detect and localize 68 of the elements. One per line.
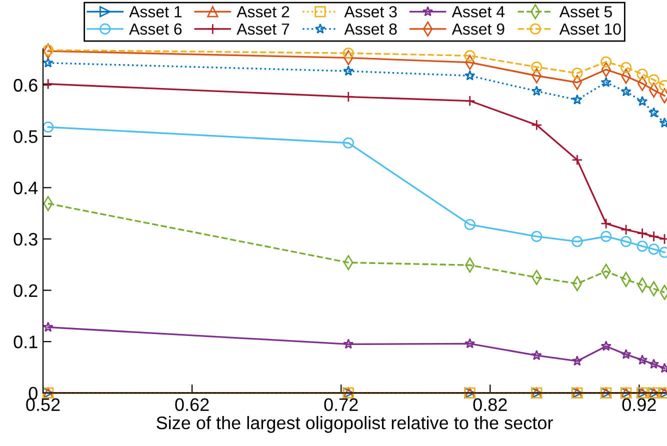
x-tick-label: 0.62 bbox=[175, 398, 209, 412]
point bbox=[531, 119, 542, 131]
point bbox=[636, 68, 648, 80]
point bbox=[464, 338, 476, 348]
legend-label: Asset 8 bbox=[344, 23, 397, 35]
point bbox=[42, 322, 54, 332]
point bbox=[648, 230, 660, 242]
point bbox=[572, 94, 582, 104]
point bbox=[343, 338, 354, 349]
y-tick-label: 0.2 bbox=[14, 284, 38, 297]
legend-label: Asset 10 bbox=[559, 23, 621, 35]
point bbox=[648, 244, 660, 255]
point bbox=[636, 228, 648, 239]
point bbox=[572, 154, 583, 166]
point bbox=[464, 95, 476, 106]
legend-label: Asset 5 bbox=[559, 6, 612, 18]
y-tick-label: 0.5 bbox=[14, 130, 38, 144]
x-tick-label: 0.72 bbox=[324, 398, 358, 412]
x-tick-label: 0.92 bbox=[622, 398, 656, 412]
point bbox=[531, 86, 542, 96]
x-axis-title: Size of the largest oligopolist relative to the sector bbox=[156, 416, 553, 433]
legend-label: Asset 3 bbox=[344, 6, 397, 18]
point bbox=[342, 48, 354, 59]
point bbox=[620, 224, 632, 236]
point bbox=[42, 78, 54, 90]
point bbox=[531, 230, 542, 242]
point bbox=[343, 66, 354, 76]
point bbox=[648, 107, 660, 118]
legend-label: Asset 2 bbox=[236, 6, 290, 18]
point bbox=[636, 354, 648, 365]
point bbox=[648, 358, 660, 369]
point bbox=[600, 230, 612, 242]
x-tick-label: 0.82 bbox=[473, 398, 507, 412]
point bbox=[620, 348, 632, 360]
legend-label: Asset 4 bbox=[452, 6, 505, 18]
point bbox=[572, 356, 582, 366]
point bbox=[600, 218, 612, 230]
point bbox=[600, 340, 612, 351]
point bbox=[572, 68, 583, 79]
point bbox=[600, 76, 612, 88]
y-tick-label: 0 bbox=[28, 386, 38, 400]
legend-label: Asset 6 bbox=[129, 23, 182, 35]
point bbox=[620, 62, 632, 74]
legend-label: Asset 9 bbox=[452, 23, 504, 35]
point bbox=[620, 236, 632, 248]
point bbox=[531, 61, 542, 73]
point bbox=[342, 137, 354, 149]
point bbox=[464, 50, 476, 62]
legend-label: Asset 7 bbox=[236, 24, 290, 35]
point bbox=[42, 122, 54, 133]
y-tick-label: 0.6 bbox=[14, 78, 38, 92]
y-tick-label: 0.3 bbox=[14, 232, 38, 246]
point bbox=[620, 86, 632, 96]
point bbox=[572, 236, 583, 248]
point bbox=[464, 219, 476, 230]
y-tick-label: 0.1 bbox=[14, 336, 38, 348]
point bbox=[636, 96, 648, 106]
point bbox=[342, 91, 354, 102]
point bbox=[42, 44, 54, 56]
point bbox=[636, 240, 648, 252]
point bbox=[648, 74, 660, 86]
y-tick-label: 0.4 bbox=[14, 182, 38, 194]
point bbox=[600, 56, 612, 68]
legend-label: Asset 1 bbox=[129, 6, 182, 18]
point bbox=[42, 57, 54, 68]
x-tick-label: 0.52 bbox=[26, 398, 60, 412]
point bbox=[464, 70, 476, 80]
point bbox=[531, 350, 542, 360]
